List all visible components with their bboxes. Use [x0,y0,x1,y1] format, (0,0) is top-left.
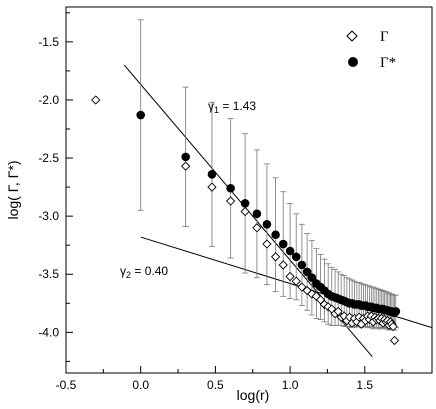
fit-annotation-gamma1: γ1 = 1.43 [208,99,256,115]
y-tick-label: -3.5 [38,267,59,281]
point-gamma [278,260,288,270]
point-gamma [270,252,281,262]
x-tick-label: 1.0 [282,378,299,392]
point-gamma [240,206,250,217]
point-gamma-star [285,246,295,256]
point-gamma [333,306,343,317]
y-tick-label: -1.5 [38,35,59,49]
point-gamma [302,285,312,296]
series-gamma-star-points [136,110,401,317]
annotation-gamma1-text: = 1.43 [219,99,256,113]
y-tick-label: -2.5 [38,151,59,165]
y-tick-label: -4.0 [38,325,59,339]
point-gamma [297,282,307,292]
point-gamma [319,299,330,310]
point-gamma-star [302,267,312,277]
point-gamma-star [278,239,288,249]
legend-circle-marker [348,57,358,67]
point-gamma [252,223,262,233]
point-gamma [285,271,295,282]
point-gamma-star [262,219,272,229]
legend-diamond-marker [346,30,358,42]
point-gamma-star [181,152,190,162]
annotation-gamma1-sub: 1 [214,105,219,115]
fit-annotation-gamma2: γ2 = 0.40 [120,264,168,280]
point-gamma [181,161,191,171]
point-gamma-star [136,110,145,120]
point-gamma [262,239,272,249]
legend-label-gamma: Γ [380,29,389,45]
point-gamma-star [297,260,307,270]
legend: Γ Γ* [346,29,396,71]
point-gamma [388,321,398,332]
x-tick-label: 0.5 [207,378,224,392]
legend-label-gamma-star: Γ* [380,55,396,71]
y-axis: -1.5 -2.0 -2.5 -3.0 -3.5 -4.0 [38,12,73,362]
annotation-gamma2-text: = 0.40 [131,264,168,278]
x-tick-label: -0.5 [56,378,77,392]
annotation-gamma2-base: γ [120,264,126,278]
y-tick-label: -3.0 [38,209,59,223]
point-gamma [91,95,101,105]
point-gamma-star [307,273,317,283]
point-gamma-star [252,209,262,219]
point-gamma-star [226,183,235,193]
point-gamma [291,276,301,286]
point-gamma-star [391,307,401,316]
y-tick-label: -2.0 [38,93,59,107]
point-gamma [207,182,217,192]
annotation-gamma1-base: γ [208,99,214,113]
point-gamma-star [207,170,217,179]
x-axis: -0.5 0.0 0.5 1.0 1.5 [56,366,403,392]
point-gamma-star [291,252,301,262]
x-tick-label: 1.5 [356,378,373,392]
point-gamma [389,335,400,346]
x-axis-title: log(r) [237,387,270,403]
x-tick-label: 0.0 [132,378,149,392]
point-gamma-star [240,199,250,208]
point-gamma [225,196,236,206]
series-gamma-points [91,95,400,346]
plot-frame [65,6,433,374]
y-axis-title: log( Γ, Γ*) [5,160,21,219]
point-gamma-star [271,230,280,240]
annotation-gamma2-sub: 2 [126,270,131,280]
